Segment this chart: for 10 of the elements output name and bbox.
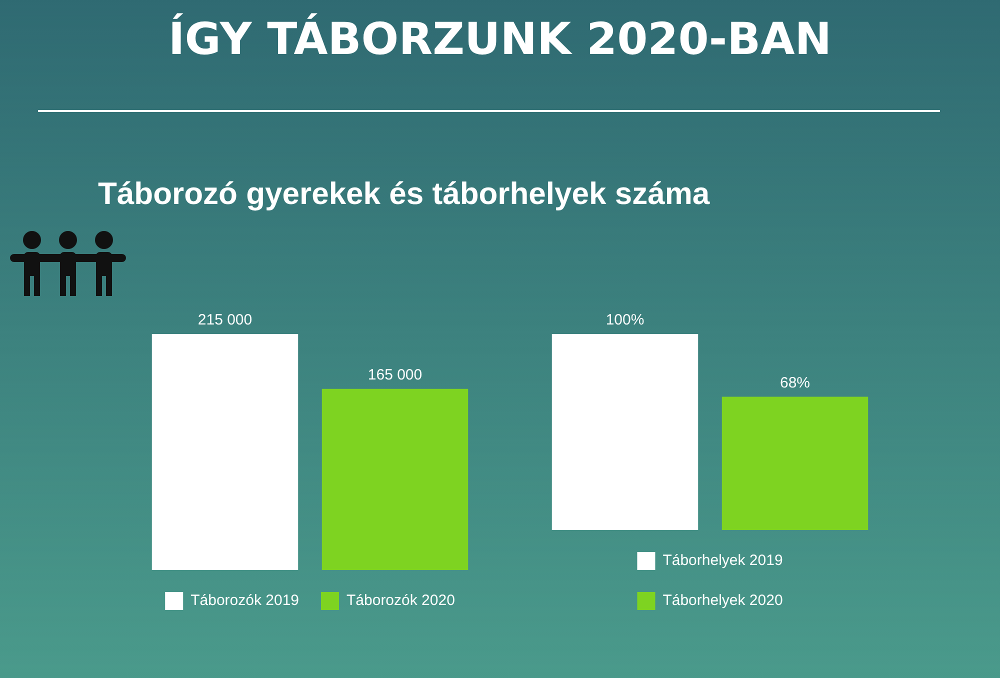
chart-title: ÍGY TÁBORZUNK 2020-BAN: [167, 14, 833, 65]
legend-label: Táborhelyek 2019: [662, 552, 783, 570]
legend-label: Táborhelyek 2020: [662, 592, 783, 610]
data-label: 215 000: [198, 312, 252, 329]
legend-label: Táborozók 2020: [346, 592, 455, 610]
data-label: 165 000: [368, 366, 422, 384]
data-label: 68%: [780, 374, 810, 392]
chart-subtitle: Táborozó gyerekek és táborhelyek száma: [98, 176, 710, 212]
data-label: 100%: [606, 312, 644, 329]
legend-label: Táborozók 2019: [190, 592, 299, 610]
